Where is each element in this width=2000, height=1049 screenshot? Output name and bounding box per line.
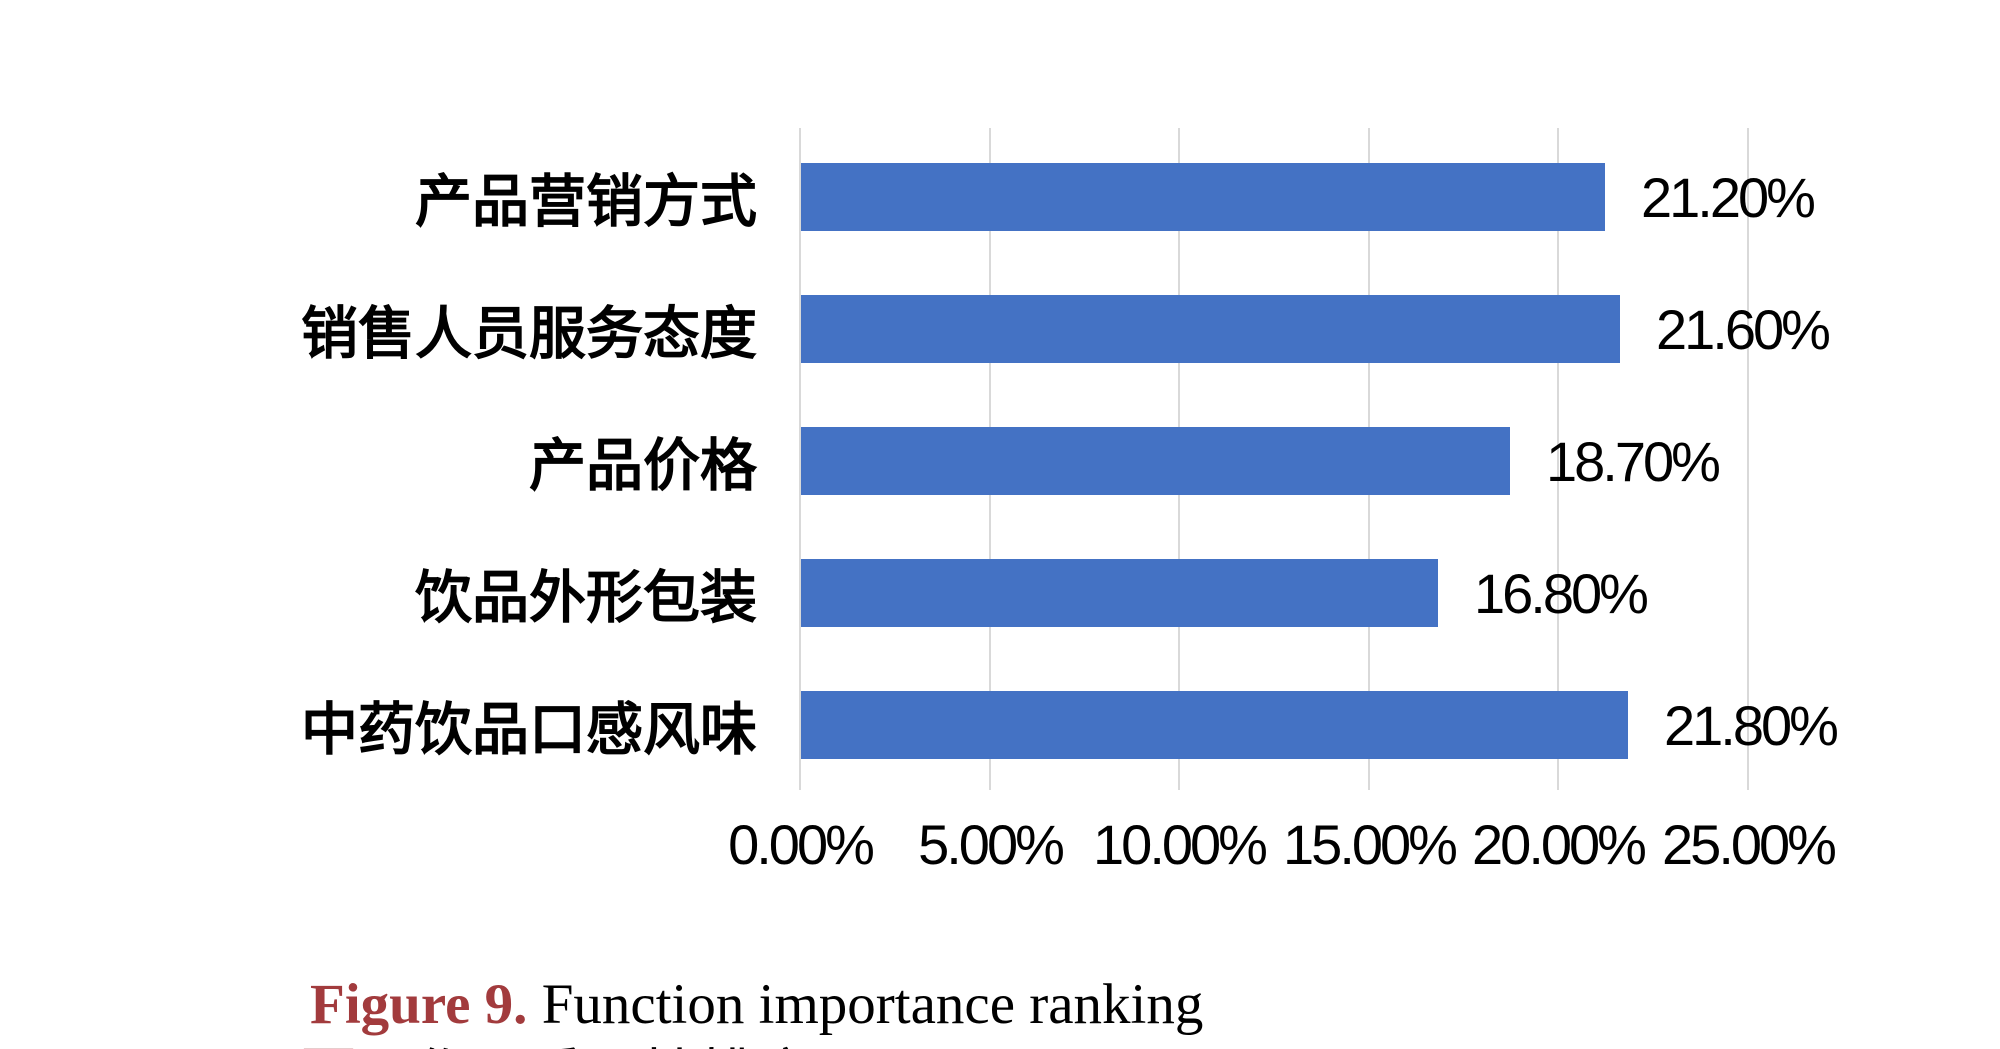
x-axis-tick-label: 0.00% (728, 813, 875, 876)
gridline (1747, 128, 1749, 790)
x-axis-tick-label: 5.00% (918, 813, 1065, 876)
chart-bar (801, 691, 1628, 759)
category-label: 饮品外形包装 (415, 566, 757, 630)
figure-number-label: Figure 9. (310, 973, 528, 1036)
x-axis-tick-label: 25.00% (1662, 813, 1837, 876)
category-label: 产品营销方式 (415, 170, 757, 234)
chart-bar (801, 163, 1605, 231)
figure-caption-text-cn: 作用重要性排序 (400, 1045, 813, 1049)
value-label: 16.80% (1474, 561, 1649, 625)
chart-bar (801, 427, 1510, 495)
category-label: 销售人员服务态度 (301, 302, 757, 366)
category-label: 产品价格 (529, 434, 757, 498)
value-label: 21.20% (1641, 165, 1816, 229)
x-axis-tick-label: 15.00% (1283, 813, 1458, 876)
chart-bar (801, 295, 1620, 363)
x-axis-tick-label: 20.00% (1472, 813, 1647, 876)
gridline (1557, 128, 1559, 790)
value-label: 21.60% (1656, 297, 1831, 361)
figure-caption-cn: 图9. 作用重要性排序 (300, 1030, 813, 1049)
figure-caption-text: Function importance ranking (527, 973, 1204, 1036)
gridline (799, 128, 801, 790)
x-axis-tick-label: 10.00% (1093, 813, 1268, 876)
value-label: 18.70% (1546, 429, 1721, 493)
value-label: 21.80% (1664, 693, 1839, 757)
chart-bar (801, 559, 1438, 627)
category-label: 中药饮品口感风味 (301, 698, 757, 762)
figure-caption-en: Figure 9. Function importance ranking (310, 972, 1203, 1037)
figure-number-label-cn: 图9. (300, 1045, 400, 1049)
